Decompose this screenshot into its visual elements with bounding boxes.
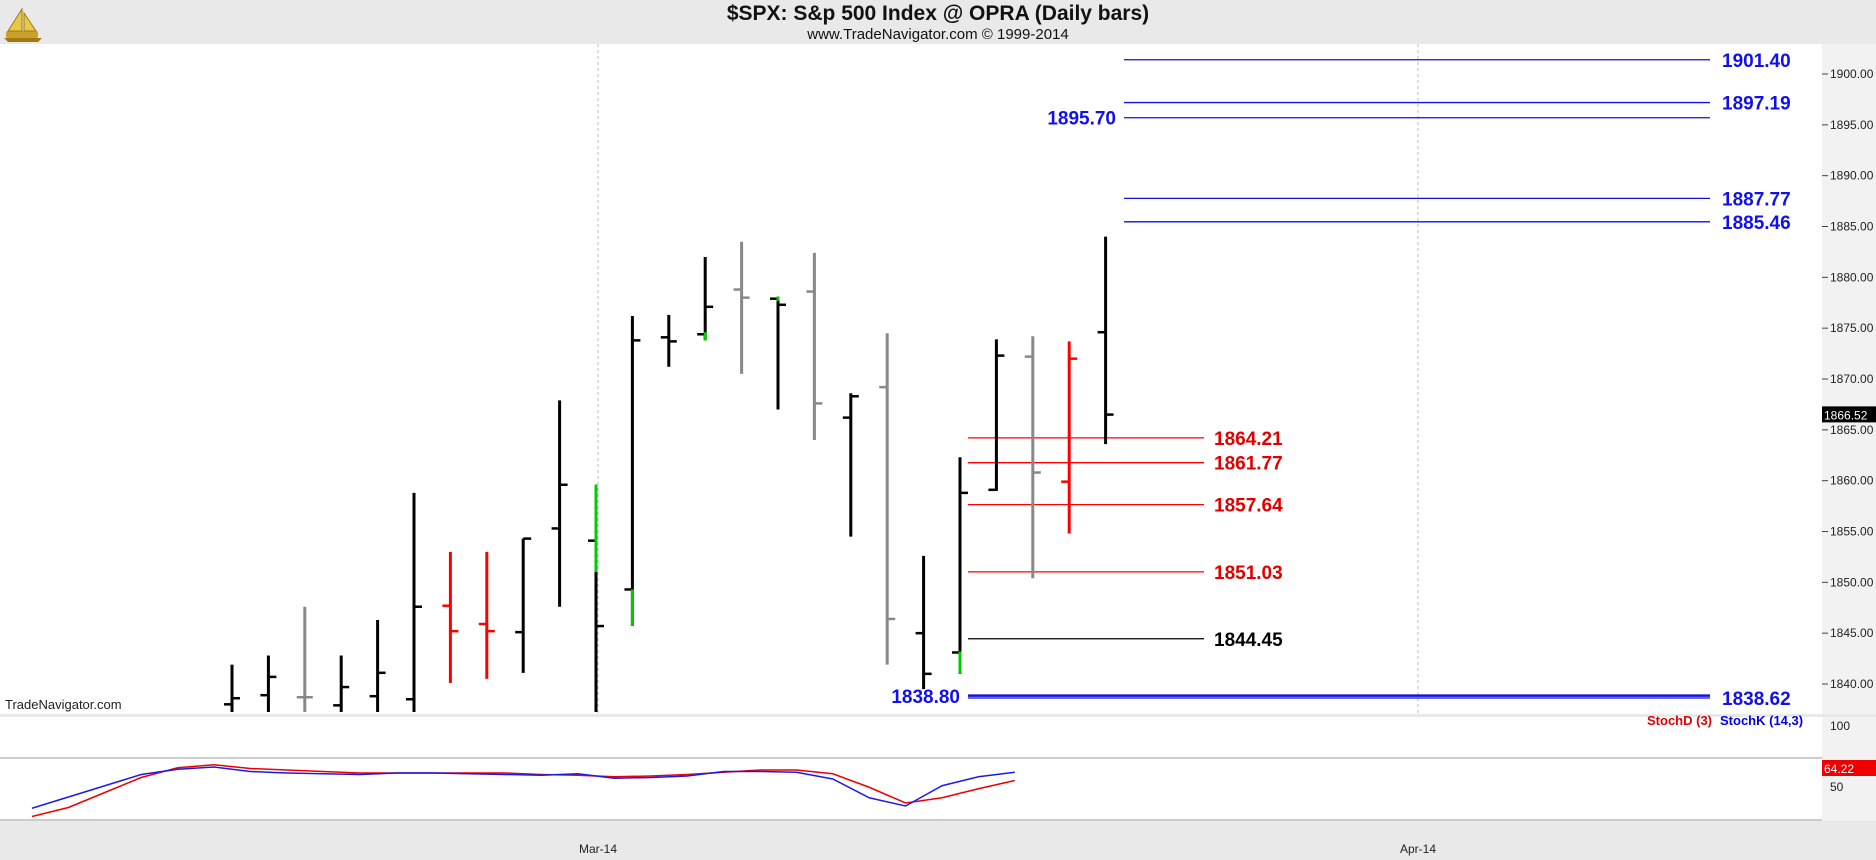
watermark: TradeNavigator.com (5, 697, 122, 712)
level-label: 1864.21 (1214, 429, 1283, 450)
level-label: 1895.70 (1047, 109, 1116, 130)
level-label: 1901.40 (1722, 51, 1791, 72)
level-label: 1887.77 (1722, 189, 1791, 210)
price-tick-label: 1860.00 (1830, 474, 1874, 488)
stochastic-indicator: 100 50 64.22 (0, 719, 1876, 821)
pane-divider (0, 714, 1876, 717)
stochk-line (31, 766, 1015, 809)
month-label: Apr-14 (1400, 842, 1436, 856)
stochk-legend: StochK (14,3) (1720, 713, 1804, 728)
last-price-badge (1822, 406, 1876, 423)
price-tick-label: 1890.00 (1830, 169, 1874, 183)
level-label: 1897.19 (1722, 94, 1791, 115)
price-tick-label: 1855.00 (1830, 525, 1874, 539)
time-axis: Mar-14 Apr-14 (579, 842, 1436, 856)
level-label: 1861.77 (1214, 454, 1283, 475)
chart-title: $SPX: S&p 500 Index @ OPRA (Daily bars) (726, 2, 1150, 25)
price-tick-label: 1895.00 (1830, 118, 1874, 132)
price-tick-label: 1875.00 (1830, 321, 1874, 335)
level-label: 1838.62 (1722, 689, 1791, 710)
chart-subtitle: www.TradeNavigator.com © 1999-2014 (807, 26, 1069, 43)
price-tick-label: 1865.00 (1830, 423, 1874, 437)
stoch-value-label: 64.22 (1824, 762, 1854, 776)
price-axis (1822, 44, 1876, 714)
price-tick-label: 1870.00 (1830, 372, 1874, 386)
price-bars (224, 236, 1114, 712)
stochd-line (31, 763, 1015, 818)
price-tick-label: 1845.00 (1830, 626, 1874, 640)
price-tick-label: 1840.00 (1830, 677, 1874, 691)
price-tick-label: 1900.00 (1830, 67, 1874, 81)
last-price-label: 1866.52 (1824, 408, 1868, 422)
stoch-value-badge (1822, 760, 1876, 776)
price-axis-ticks: 1840.00 1845.00 1850.00 1855.00 1860.00 1865.… (1822, 67, 1876, 691)
stoch-tick-label: 100 (1830, 719, 1850, 733)
level-label: 1885.46 (1722, 213, 1791, 234)
ship-logo-icon (2, 3, 44, 43)
price-tick-label: 1885.00 (1830, 220, 1874, 234)
price-tick-label: 1880.00 (1830, 270, 1874, 284)
level-lines: 1901.40 1897.19 1895.70 1887.77 1885.46 1864.… (891, 51, 1790, 710)
level-label: 1851.03 (1214, 563, 1283, 584)
price-pane (0, 44, 1822, 714)
price-tick-label: 1850.00 (1830, 575, 1874, 589)
level-label: 1857.64 (1214, 496, 1283, 517)
stoch-tick-label: 50 (1830, 780, 1844, 794)
level-label: 1844.45 (1214, 630, 1283, 651)
month-label: Mar-14 (579, 842, 617, 856)
level-label: 1838.80 (891, 687, 960, 708)
stochd-legend: StochD (3) (1647, 713, 1712, 728)
